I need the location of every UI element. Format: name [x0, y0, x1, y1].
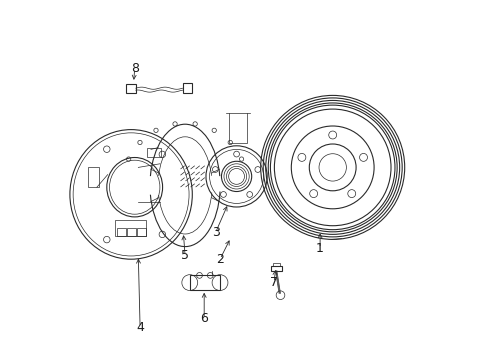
Text: 2: 2 [216, 253, 224, 266]
Bar [228, 113, 247, 143]
Bar [115, 220, 145, 236]
Bar [272, 263, 280, 266]
Text: 3: 3 [211, 226, 219, 239]
Bar [117, 228, 125, 236]
Text: 8: 8 [130, 62, 139, 75]
Text: 7: 7 [269, 276, 278, 289]
Bar [183, 83, 192, 93]
Text: 6: 6 [200, 312, 208, 325]
Text: 1: 1 [316, 242, 324, 255]
Text: 4: 4 [136, 321, 144, 334]
Bar [137, 228, 145, 236]
Bar [125, 84, 136, 93]
Bar [271, 266, 281, 271]
Bar [147, 148, 161, 157]
Bar [88, 167, 99, 187]
Bar [189, 275, 220, 290]
Text: 5: 5 [181, 249, 189, 262]
Bar [126, 228, 136, 236]
